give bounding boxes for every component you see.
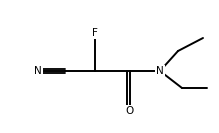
Text: F: F	[92, 28, 98, 38]
Text: N: N	[34, 66, 42, 76]
Text: O: O	[126, 106, 134, 116]
Text: N: N	[156, 66, 164, 76]
